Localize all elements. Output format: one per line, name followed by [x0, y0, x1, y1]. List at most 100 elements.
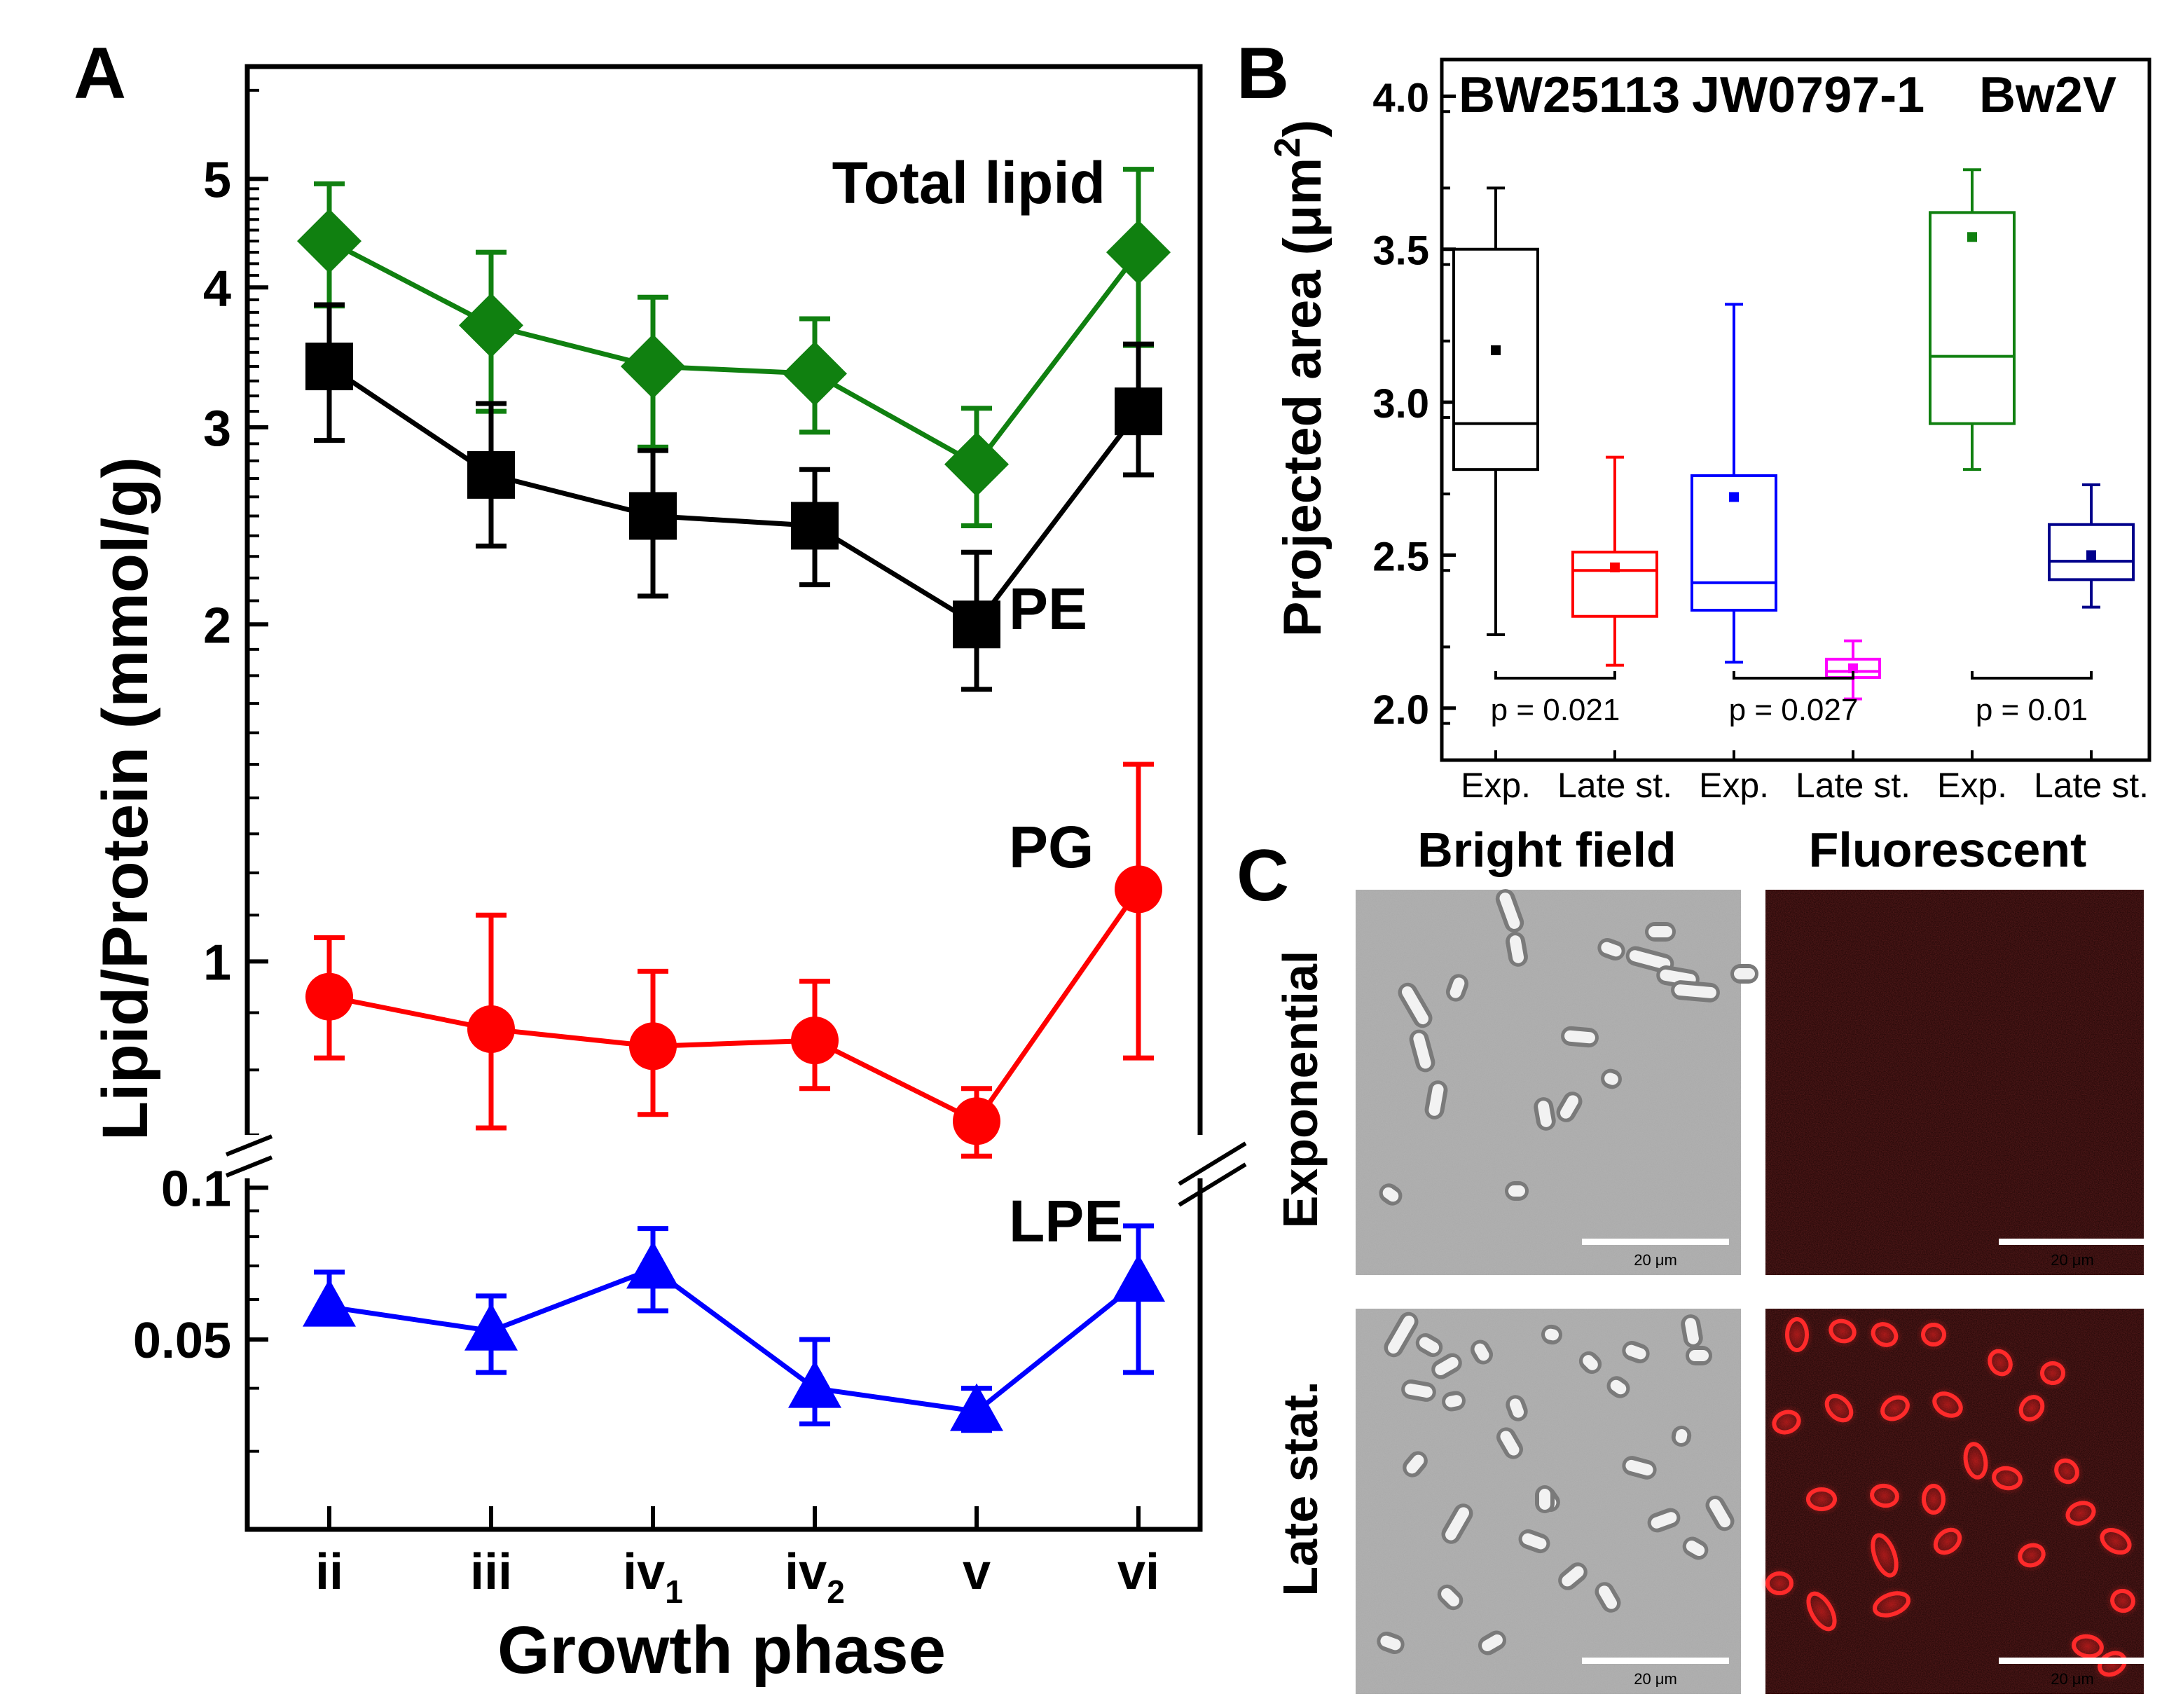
series-pe [305, 302, 1162, 692]
cell [1401, 1379, 1436, 1402]
panel-a-xlabel: Growth phase [497, 1613, 946, 1688]
axis-break-left [225, 1134, 273, 1178]
cell-body [1450, 977, 1465, 998]
cell [1761, 1566, 1798, 1600]
data-point [305, 972, 353, 1021]
cell [1595, 1582, 1621, 1613]
cell-body [1709, 1499, 1730, 1528]
x-tick-main: vi [1117, 1544, 1159, 1600]
cell-body [1413, 1033, 1431, 1069]
cell-body [1583, 1355, 1598, 1370]
x-tick-label: Exp. [1937, 766, 2007, 805]
x-tick-label: ii [315, 1544, 343, 1600]
box-mean [2086, 550, 2096, 560]
cell-body [1405, 1383, 1433, 1398]
data-point [1112, 1253, 1165, 1302]
data-point [783, 341, 847, 406]
data-point [297, 209, 362, 274]
cell-membrane [1806, 1591, 1837, 1632]
cell-body [1539, 1489, 1550, 1510]
data-point [788, 1360, 841, 1408]
y-tick-label: 0.1 [161, 1161, 231, 1217]
cell [2049, 1453, 2084, 1489]
cell-body [1610, 1379, 1627, 1395]
box-mean [1848, 663, 1858, 673]
data-point [629, 1022, 677, 1070]
cell [2013, 1538, 2051, 1573]
cell-membrane [1933, 1527, 1962, 1555]
y-tick-label: 4.0 [1372, 75, 1429, 120]
data-point [621, 334, 685, 399]
col-title-bright-field: Bright field [1417, 822, 1676, 877]
x-tick-label: iv1 [623, 1544, 683, 1610]
scale-bar [1999, 1239, 2146, 1245]
cell-body [1562, 1566, 1584, 1587]
series-total-lipid [297, 167, 1171, 528]
panel-a-upper-ticks: 1 2 3 4 5 [203, 88, 268, 1136]
cell [1681, 1314, 1703, 1348]
cell [1819, 1389, 1859, 1428]
scale-bar [1582, 1239, 1729, 1245]
cell [1561, 1026, 1599, 1048]
box-mean [1491, 345, 1501, 355]
cell-body [1601, 942, 1622, 957]
data-point [791, 502, 839, 550]
panel-b-ylabel-sup: 2 [1267, 137, 1308, 158]
label-lpe: LPE [1009, 1188, 1123, 1254]
panel-a-lower-ticks: 0.05 0.1 [133, 1161, 268, 1453]
x-tick-label: Late st. [2034, 766, 2149, 805]
label-pe: PE [1009, 576, 1087, 642]
cell-body [1629, 950, 1671, 970]
cell-membrane [2065, 1501, 2096, 1526]
cell [1671, 980, 1720, 1003]
cell [1958, 1437, 1993, 1485]
cells-late-fluor [1761, 1312, 2140, 1682]
cell [1384, 1311, 1419, 1358]
y-tick-label: 3 [203, 401, 231, 457]
series-lpe [303, 1223, 1165, 1433]
cell [1647, 1508, 1681, 1533]
cell-body [1675, 1429, 1688, 1443]
cell [1377, 1631, 1405, 1655]
x-tick-label: iii [470, 1544, 512, 1600]
scale-bar-label: 20 μm [2051, 1251, 2094, 1269]
scale-bar-label: 20 μm [2051, 1670, 2094, 1688]
panel-b-ylabel: Projected area (μm2) [1267, 120, 1333, 638]
y-tick-label: 3.5 [1372, 228, 1429, 274]
cell-membrane [2110, 1588, 2135, 1613]
cell-membrane [2054, 1458, 2079, 1485]
panel-a-frame [245, 64, 1203, 1532]
cell-body [1445, 1395, 1462, 1407]
cell-glow [1801, 1586, 1842, 1637]
box-0 [1452, 186, 1539, 636]
box-mean [1729, 492, 1739, 502]
cell [1379, 1183, 1403, 1206]
cell-membrane [1806, 1487, 1837, 1511]
cell-body [1651, 1512, 1677, 1529]
panel-b-boxes: Exp. Late st. Exp. Late st. Exp. Late st. p = … [1452, 168, 2149, 805]
x-tick-label: iv2 [785, 1544, 845, 1610]
strain-label-bw25113: BW25113 [1459, 67, 1680, 123]
panel-b-frame [1440, 57, 2151, 762]
axis-break-right [1178, 1135, 1247, 1207]
panel-a-x-ticks: ii iii iv1 iv2 v vi [315, 1506, 1159, 1610]
cell-body [1686, 1541, 1705, 1556]
cell [1780, 1312, 1814, 1357]
cell [1682, 1536, 1709, 1560]
scale-bar-label: 20 μm [1634, 1251, 1677, 1269]
y-tick-label: 4 [203, 261, 231, 317]
cell-membrane [2018, 1395, 2045, 1421]
pvalue-bracket [1971, 671, 2093, 680]
y-tick-label: 0.05 [133, 1313, 231, 1369]
row-title-late-stat: Late stat. [1273, 1381, 1328, 1596]
scale-bar [1582, 1658, 1729, 1664]
cell [1801, 1482, 1842, 1516]
panel-b-chart: 2.0 2.5 3.0 3.5 4.0 Exp. Late st. Exp. Late st.… [1267, 57, 2151, 805]
series-line [328, 239, 1141, 468]
cell-body [1734, 968, 1755, 979]
pvalue-label: p = 0.027 [1729, 693, 1859, 727]
data-point [953, 600, 1000, 649]
box-1 [1571, 455, 1658, 667]
cell [1415, 1333, 1443, 1357]
